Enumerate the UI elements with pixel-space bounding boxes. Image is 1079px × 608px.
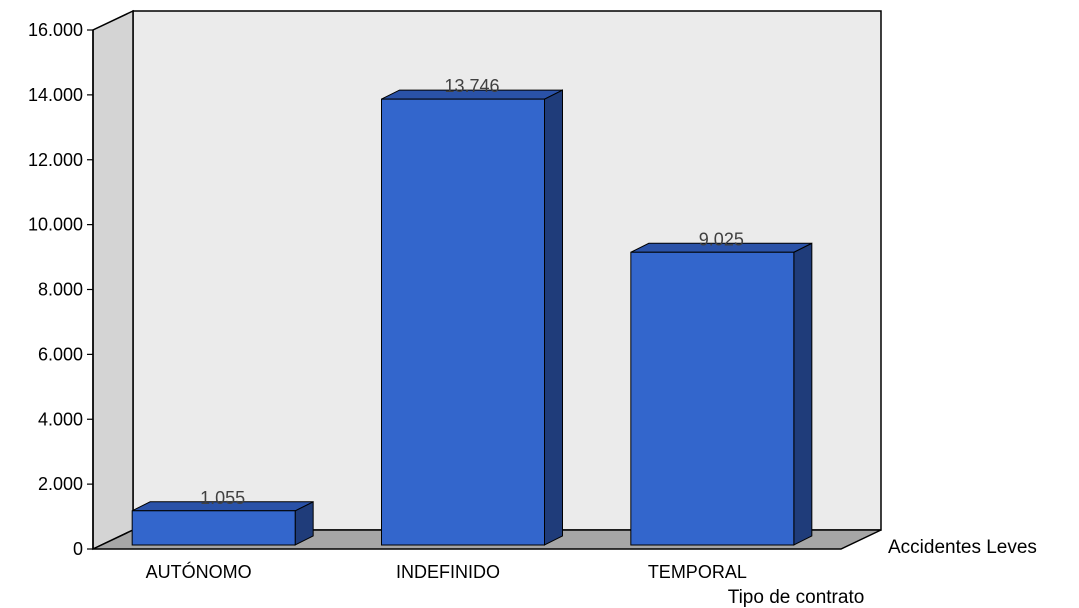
x-tick-label: AUTÓNOMO (146, 561, 252, 582)
x-tick-label: INDEFINIDO (396, 562, 500, 582)
data-label: 13.746 (444, 76, 499, 96)
bar-front (630, 251, 795, 546)
bar-front (381, 98, 545, 546)
bar (131, 500, 314, 546)
y-tick-label: 16.000 (28, 20, 83, 40)
x-axis-title: Tipo de contrato (728, 587, 865, 608)
y-tick-label: 4.000 (38, 409, 83, 429)
y-tick-label: 14.000 (28, 85, 83, 105)
x-axis: AUTÓNOMO INDEFINIDO TEMPORAL Tipo de contra… (146, 561, 865, 608)
y-axis: 0 2.000 4.000 6.000 8.000 10.000 12.000 14.000 1… (28, 20, 94, 559)
bar-side (544, 89, 563, 546)
bar (381, 89, 563, 546)
legend-series-label: Accidentes Leves (888, 537, 1037, 558)
y-tick-label: 2.000 (38, 474, 83, 494)
x-tick-label: TEMPORAL (648, 562, 747, 582)
bar-front (131, 510, 296, 546)
y-tick-label: 8.000 (38, 280, 83, 300)
bars: 1.055 13.746 9.025 (131, 76, 813, 546)
data-label: 1.055 (200, 488, 245, 508)
data-label: 9.025 (699, 229, 744, 249)
bar (630, 242, 813, 546)
bar-side (793, 242, 813, 546)
y-tick-label: 0 (73, 539, 83, 559)
y-tick-label: 6.000 (38, 344, 83, 364)
y-tick-label: 10.000 (28, 215, 83, 235)
y-tick-label: 12.000 (28, 150, 83, 170)
legend: Accidentes Leves (888, 537, 1037, 558)
side-wall (92, 9, 134, 551)
